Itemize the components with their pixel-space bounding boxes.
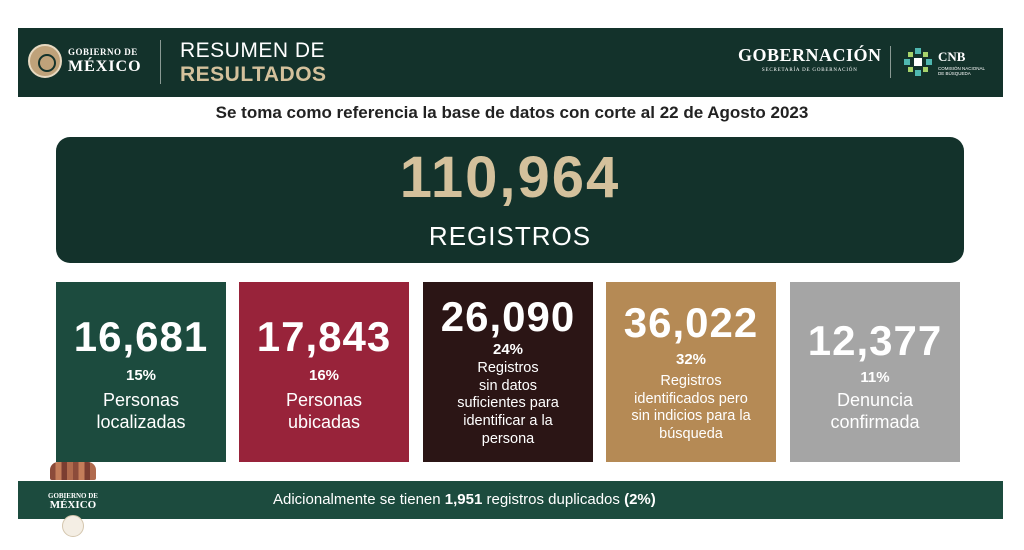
gov-line2: MÉXICO [68,58,142,75]
card-desc-line: sin indicios para la [631,408,751,425]
card-identificados-sin-indicios: 36,022 32% Registros identificados pero … [606,282,776,462]
card-desc-line: Personas [285,390,363,410]
card-description: Registros identificados pero sin indicio… [606,373,776,444]
card-desc-line: Denuncia [836,390,914,410]
footer-seal-icon [62,515,84,537]
duplicates-note: Adicionalmente se tienen 1,951 registros… [273,481,656,519]
cnb-subtitle: COMISIÓN NACIONAL DE BÚSQUEDA [938,66,985,77]
gobernacion-subtitle: SECRETARÍA DE GOBERNACIÓN [761,68,858,73]
card-percent: 32% [675,351,707,368]
card-desc-line: Registros [477,360,539,376]
card-desc-line: localizadas [96,411,186,432]
card-number: 36,022 [623,299,759,346]
card-number: 12,377 [807,317,943,364]
card-desc-line: suficientes para [457,395,559,412]
card-personas-localizadas: 16,681 15% Personas localizadas [56,282,226,462]
card-description: Personas localizadas [56,390,226,433]
duplicates-prefix: Adicionalmente se tienen [273,491,445,508]
cnb-logo-text: CNB COMISIÓN NACIONAL DE BÚSQUEDA [938,50,990,77]
total-records-label: REGISTROS [428,221,592,251]
card-description: Denuncia confirmada [790,390,960,433]
card-desc-line: búsqueda [659,426,723,443]
gobernacion-logo: GOBERNACIÓN SECRETARÍA DE GOBERNACIÓN [738,46,882,73]
card-number: 17,843 [256,313,392,360]
header-divider-2 [890,46,891,78]
header-divider [160,40,161,84]
card-percent: 16% [308,367,340,384]
card-desc-line: identificar a la [463,413,553,430]
card-percent: 24% [492,341,524,358]
footer-bar: Adicionalmente se tienen 1,951 registros… [18,481,1003,519]
card-desc-line: sin datos [478,377,538,394]
card-percent: 15% [125,367,157,384]
title-line2: RESULTADOS [180,63,327,86]
page-title: RESUMEN DE RESULTADOS [180,40,327,85]
duplicates-percent: (2%) [624,491,656,508]
card-desc-line: confirmada [830,411,920,432]
card-description: Personas ubicadas [239,390,409,433]
footer-logo-line1: GOBIERNO DE [48,492,98,500]
reference-date-text: Se toma como referencia la base de datos… [215,103,809,122]
card-number: 16,681 [73,313,209,360]
footer-heroes-icon [50,462,96,480]
card-denuncia-confirmada: 12,377 11% Denuncia confirmada [790,282,960,462]
cnb-logo-icon [904,48,932,76]
total-records-panel: 110,964 REGISTROS [56,137,964,263]
card-personas-ubicadas: 17,843 16% Personas ubicadas [239,282,409,462]
gov-line1: GOBIERNO DE [68,47,138,57]
card-description: Registros sin datos suficientes para ide… [423,360,593,448]
card-desc-line: identificados pero [634,390,748,407]
duplicates-count: 1,951 [444,491,483,508]
card-number: 26,090 [440,293,576,340]
gobernacion-title: GOBERNACIÓN [738,45,882,65]
duplicates-middle: registros duplicados [482,491,625,508]
card-desc-line: Registros [660,373,722,389]
government-logo-text: GOBIERNO DE MÉXICO [68,48,142,75]
title-line1: RESUMEN DE [180,39,326,62]
footer-logo-line2: MÉXICO [49,499,97,511]
card-desc-line: ubicadas [287,411,361,432]
card-desc-line: persona [481,430,535,447]
card-percent: 11% [860,369,890,386]
card-desc-line: Personas [102,390,180,410]
card-sin-datos: 26,090 24% Registros sin datos suficient… [423,282,593,462]
mexico-seal-icon [28,44,62,78]
header-bar: GOBIERNO DE MÉXICO RESUMEN DE RESULTADOS… [18,28,1003,97]
total-records-number: 110,964 [399,145,621,210]
footer-government-logo: GOBIERNO DE MÉXICO [36,462,110,542]
cnb-title: CNB [938,49,966,64]
